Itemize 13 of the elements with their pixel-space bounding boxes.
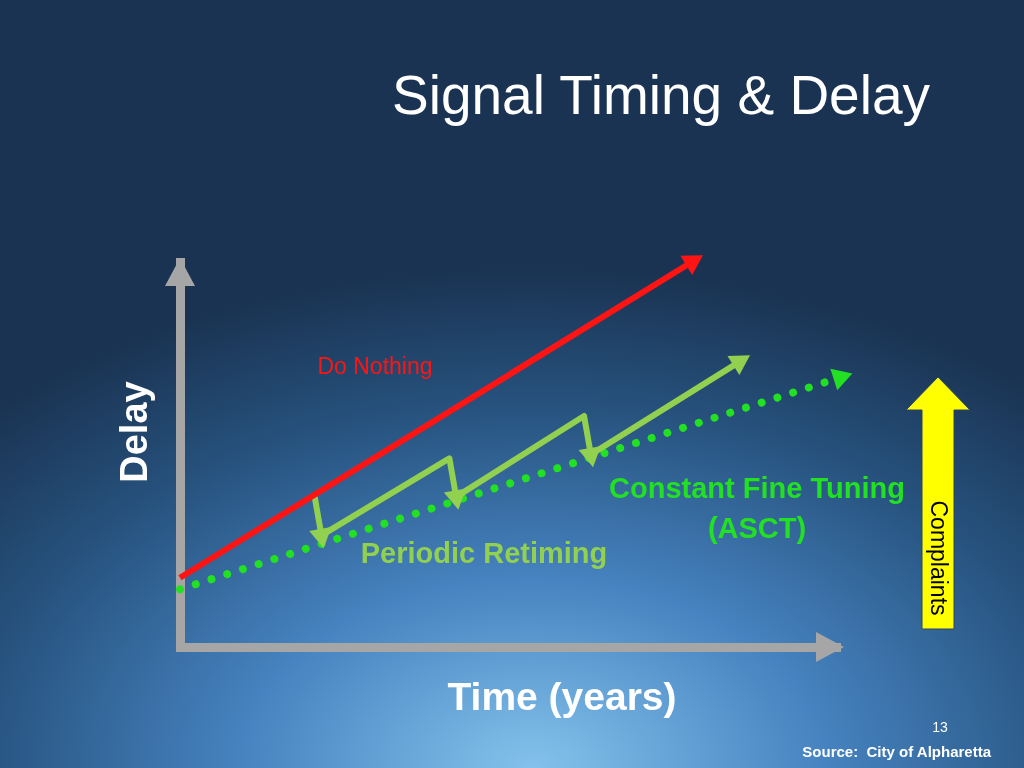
text: 13: [932, 718, 948, 736]
x-axis-title: Time (years): [447, 673, 677, 720]
point: [727, 355, 751, 376]
source-note: Source: City of Alpharetta: [802, 743, 991, 761]
series-label: Constant Fine Tuning (ASCT): [609, 471, 905, 545]
series-label: Periodic Retiming: [360, 537, 608, 569]
point: [578, 446, 601, 468]
series-label: Do Nothing: [317, 353, 433, 380]
text: Complaints: [924, 500, 952, 616]
chart-title: Signal Timing & Delay: [391, 63, 931, 128]
y-axis-title: Delay: [112, 381, 157, 483]
point: [443, 488, 467, 510]
point: [309, 527, 332, 549]
